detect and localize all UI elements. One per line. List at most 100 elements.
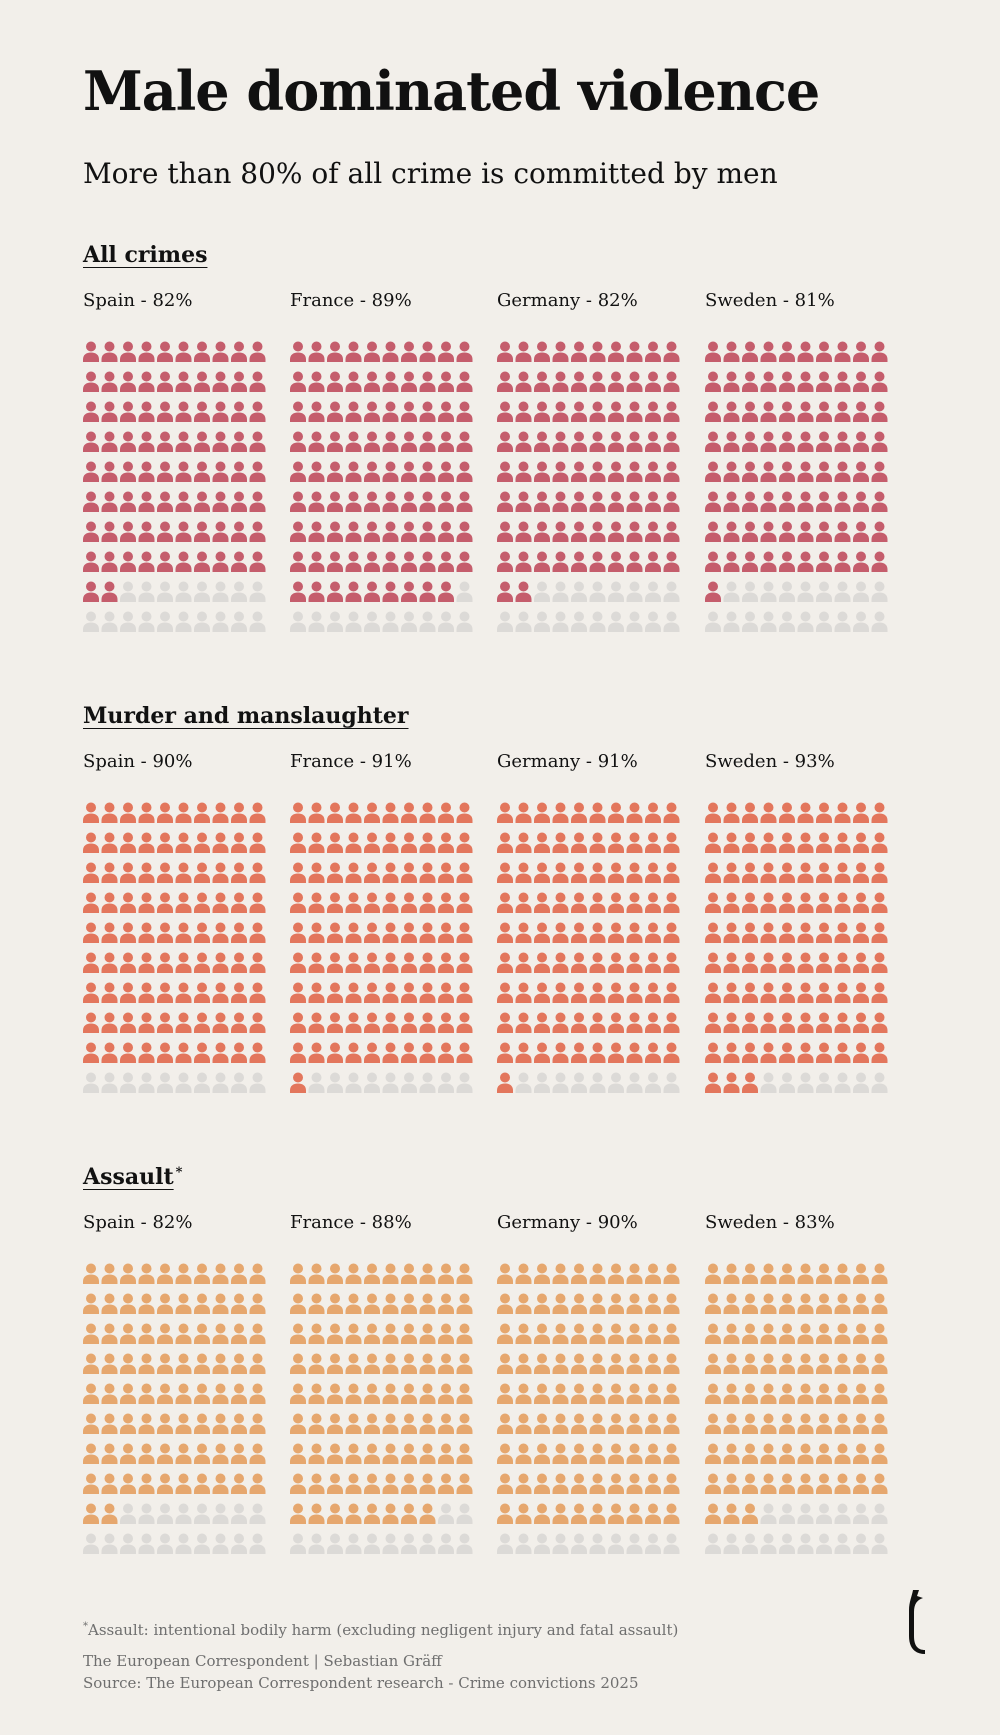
person-icon-male: [101, 952, 118, 973]
person-icon-male: [589, 1042, 606, 1063]
person-icon-male: [401, 461, 417, 482]
person-icon-male: [552, 1353, 569, 1374]
person-icon-male: [853, 1293, 869, 1314]
person-icon-male: [705, 952, 721, 973]
waffle-grid: [497, 802, 680, 1093]
person-icon-male: [382, 521, 399, 542]
person-icon-male: [797, 1263, 814, 1284]
person-icon-male: [705, 491, 721, 512]
person-icon-male: [401, 952, 417, 973]
person-icon-male: [419, 491, 436, 512]
person-icon-male: [871, 802, 888, 823]
waffle-grid: [290, 1263, 473, 1554]
person-icon-male: [157, 341, 173, 362]
person-icon-male: [231, 371, 247, 392]
person-icon-male: [742, 371, 758, 392]
person-icon-male: [212, 431, 229, 452]
person-icon-male: [742, 832, 758, 853]
person-icon-male: [83, 832, 99, 853]
person-icon-other: [779, 1503, 795, 1524]
person-icon-male: [194, 1012, 210, 1033]
person-icon-male: [515, 1263, 532, 1284]
person-icon-male: [626, 832, 643, 853]
person-icon-other: [290, 611, 306, 632]
person-icon-other: [83, 611, 99, 632]
person-icon-male: [308, 491, 325, 512]
person-icon-other: [175, 1503, 192, 1524]
person-icon-male: [723, 371, 740, 392]
person-icon-male: [779, 802, 795, 823]
person-icon-male: [589, 521, 606, 542]
person-icon-male: [742, 922, 758, 943]
person-icon-male: [497, 1072, 513, 1093]
person-icon-male: [626, 401, 643, 422]
person-icon-male: [760, 1323, 777, 1344]
person-icon-male: [608, 461, 624, 482]
person-icon-male: [83, 461, 99, 482]
person-icon-male: [212, 1413, 229, 1434]
person-icon-other: [456, 581, 473, 602]
person-icon-male: [589, 832, 606, 853]
country-label: Germany - 90%: [497, 1212, 638, 1233]
person-icon-male: [290, 1503, 306, 1524]
person-icon-male: [308, 1443, 325, 1464]
person-icon-other: [871, 1533, 888, 1554]
person-icon-male: [438, 832, 454, 853]
person-icon-male: [797, 1473, 814, 1494]
person-icon-male: [571, 862, 587, 883]
person-icon-other: [175, 611, 192, 632]
person-icon-male: [723, 1383, 740, 1404]
person-icon-male: [534, 1413, 550, 1434]
person-icon-male: [797, 1323, 814, 1344]
person-icon-male: [723, 1263, 740, 1284]
person-icon-male: [101, 371, 118, 392]
country-label: Germany - 82%: [497, 290, 638, 311]
person-icon-male: [382, 581, 399, 602]
person-icon-male: [705, 862, 721, 883]
person-icon-male: [120, 892, 136, 913]
person-icon-other: [194, 611, 210, 632]
person-icon-male: [327, 1443, 343, 1464]
person-icon-male: [345, 461, 362, 482]
person-icon-male: [308, 802, 325, 823]
person-icon-male: [83, 1473, 99, 1494]
person-icon-male: [816, 1353, 832, 1374]
person-icon-male: [438, 892, 454, 913]
person-icon-male: [853, 922, 869, 943]
person-icon-male: [157, 371, 173, 392]
person-icon-male: [382, 1443, 399, 1464]
person-icon-male: [853, 1323, 869, 1344]
person-icon-other: [308, 1072, 325, 1093]
person-icon-other: [212, 1072, 229, 1093]
person-icon-male: [83, 1443, 99, 1464]
person-icon-male: [401, 1413, 417, 1434]
person-icon-other: [663, 581, 680, 602]
person-icon-male: [345, 521, 362, 542]
person-icon-male: [534, 802, 550, 823]
person-icon-male: [645, 1383, 661, 1404]
person-icon-other: [249, 1533, 266, 1554]
person-icon-male: [742, 341, 758, 362]
person-icon-male: [663, 1263, 680, 1284]
person-icon-male: [138, 431, 155, 452]
person-icon-male: [705, 1353, 721, 1374]
person-icon-other: [871, 581, 888, 602]
person-icon-other: [742, 581, 758, 602]
person-icon-other: [382, 611, 399, 632]
person-icon-male: [871, 1383, 888, 1404]
person-icon-male: [231, 461, 247, 482]
person-icon-male: [138, 952, 155, 973]
person-icon-male: [760, 521, 777, 542]
person-icon-male: [834, 1263, 851, 1284]
person-icon-male: [871, 952, 888, 973]
person-icon-male: [645, 892, 661, 913]
person-icon-male: [552, 1473, 569, 1494]
person-icon-male: [871, 431, 888, 452]
person-icon-male: [120, 1293, 136, 1314]
person-icon-male: [779, 491, 795, 512]
person-icon-male: [571, 401, 587, 422]
person-icon-male: [797, 401, 814, 422]
person-icon-other: [571, 611, 587, 632]
person-icon-male: [456, 1443, 473, 1464]
person-icon-male: [101, 341, 118, 362]
